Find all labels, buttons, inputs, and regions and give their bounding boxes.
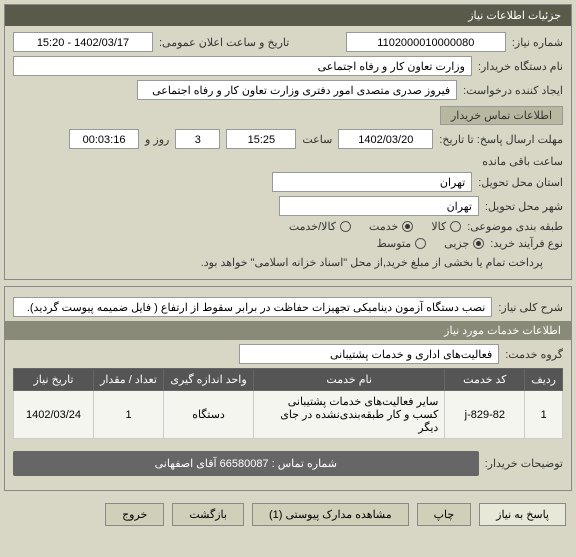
- radio-motevaset[interactable]: [415, 238, 426, 249]
- province-label: استان محل تحویل:: [478, 176, 563, 189]
- table-row: 1 829-82-j سایر فعالیت‌های خدمات پشتیبان…: [14, 391, 563, 439]
- contact-label: توضیحات خریدار:: [485, 457, 563, 470]
- cell-idx: 1: [525, 391, 563, 439]
- process-label: نوع فرآیند خرید:: [490, 237, 563, 250]
- radio-kala-khadamat[interactable]: [340, 221, 351, 232]
- need-number-label: شماره نیاز:: [512, 36, 563, 49]
- cell-date: 1402/03/24: [14, 391, 94, 439]
- buyer-value: وزارت تعاون کار و رفاه اجتماعی: [13, 56, 472, 76]
- radio-motevaset-group[interactable]: متوسط: [377, 237, 427, 250]
- city-value: تهران: [279, 196, 479, 216]
- th-unit: واحد اندازه گیری: [164, 369, 254, 391]
- cell-code: 829-82-j: [445, 391, 525, 439]
- services-table: ردیف کد خدمت نام خدمت واحد اندازه گیری ت…: [13, 368, 563, 439]
- deadline-date: 1402/03/20: [338, 129, 433, 149]
- deadline-time: 15:25: [226, 129, 296, 149]
- attachments-button[interactable]: مشاهده مدارک پیوستی (1): [252, 503, 409, 526]
- section-title: جزئیات اطلاعات نیاز: [5, 5, 571, 26]
- requester-label: ایجاد کننده درخواست:: [463, 84, 563, 97]
- cell-name: سایر فعالیت‌های خدمات پشتیبانی کسب و کار…: [254, 391, 445, 439]
- radio-jozei-label: جزیی: [444, 237, 469, 250]
- radio-jozei[interactable]: [473, 238, 484, 249]
- radio-kala-group[interactable]: کالا: [431, 220, 461, 233]
- th-idx: ردیف: [525, 369, 563, 391]
- cell-qty: 1: [94, 391, 164, 439]
- province-value: تهران: [272, 172, 472, 192]
- desc-info-header: اطلاعات خدمات مورد نیاز: [5, 321, 571, 340]
- payment-note: پرداخت تمام یا بخشی از مبلغ خرید,از محل …: [201, 256, 543, 269]
- day-label: روز و: [145, 133, 169, 146]
- contact-text: شماره تماس : 66580087 آقای اصفهانی: [13, 451, 479, 476]
- remaining-time: 00:03:16: [69, 129, 139, 149]
- desc-title-label: شرح کلی نیاز:: [498, 301, 563, 314]
- radio-kala-label: کالا: [431, 220, 446, 233]
- deadline-days: 3: [175, 129, 220, 149]
- exit-button[interactable]: خروج: [105, 503, 164, 526]
- buyer-label: نام دستگاه خریدار:: [478, 60, 563, 73]
- requester-value: فیروز صدری متصدی امور دفتری وزارت تعاون …: [137, 80, 457, 100]
- back-button[interactable]: بازگشت: [172, 503, 244, 526]
- need-number-value: 1102000010000080: [346, 32, 506, 52]
- subject-type-label: طبقه بندی موضوعی:: [467, 220, 563, 233]
- radio-khadamat-group[interactable]: خدمت: [369, 220, 413, 233]
- desc-title-value: نصب دستگاه آزمون دینامیکی تجهیزات حفاظت …: [13, 297, 492, 317]
- th-date: تاریخ نیاز: [14, 369, 94, 391]
- remaining-label: ساعت باقی مانده: [482, 155, 563, 168]
- contact-info-button[interactable]: اطلاعات تماس خریدار: [440, 106, 563, 125]
- th-code: کد خدمت: [445, 369, 525, 391]
- th-name: نام خدمت: [254, 369, 445, 391]
- reply-button[interactable]: پاسخ به نیاز: [479, 503, 566, 526]
- radio-khadamat-label: خدمت: [369, 220, 398, 233]
- time-label: ساعت: [302, 133, 332, 146]
- print-button[interactable]: چاپ: [417, 503, 472, 526]
- radio-khadamat[interactable]: [402, 221, 413, 232]
- group-label: گروه خدمت:: [505, 348, 563, 361]
- radio-kala-khadamat-label: کالا/خدمت: [289, 220, 336, 233]
- radio-motevaset-label: متوسط: [377, 237, 412, 250]
- city-label: شهر محل تحویل:: [485, 200, 563, 213]
- announce-label: تاریخ و ساعت اعلان عمومی:: [159, 36, 289, 49]
- announce-value: 1402/03/17 - 15:20: [13, 32, 153, 52]
- deadline-label: مهلت ارسال پاسخ: تا تاریخ:: [439, 133, 563, 146]
- radio-jozei-group[interactable]: جزیی: [444, 237, 484, 250]
- th-qty: تعداد / مقدار: [94, 369, 164, 391]
- radio-kala[interactable]: [450, 221, 461, 232]
- group-value: فعالیت‌های اداری و خدمات پشتیبانی: [239, 344, 499, 364]
- cell-unit: دستگاه: [164, 391, 254, 439]
- radio-kala-khadamat-group[interactable]: کالا/خدمت: [289, 220, 351, 233]
